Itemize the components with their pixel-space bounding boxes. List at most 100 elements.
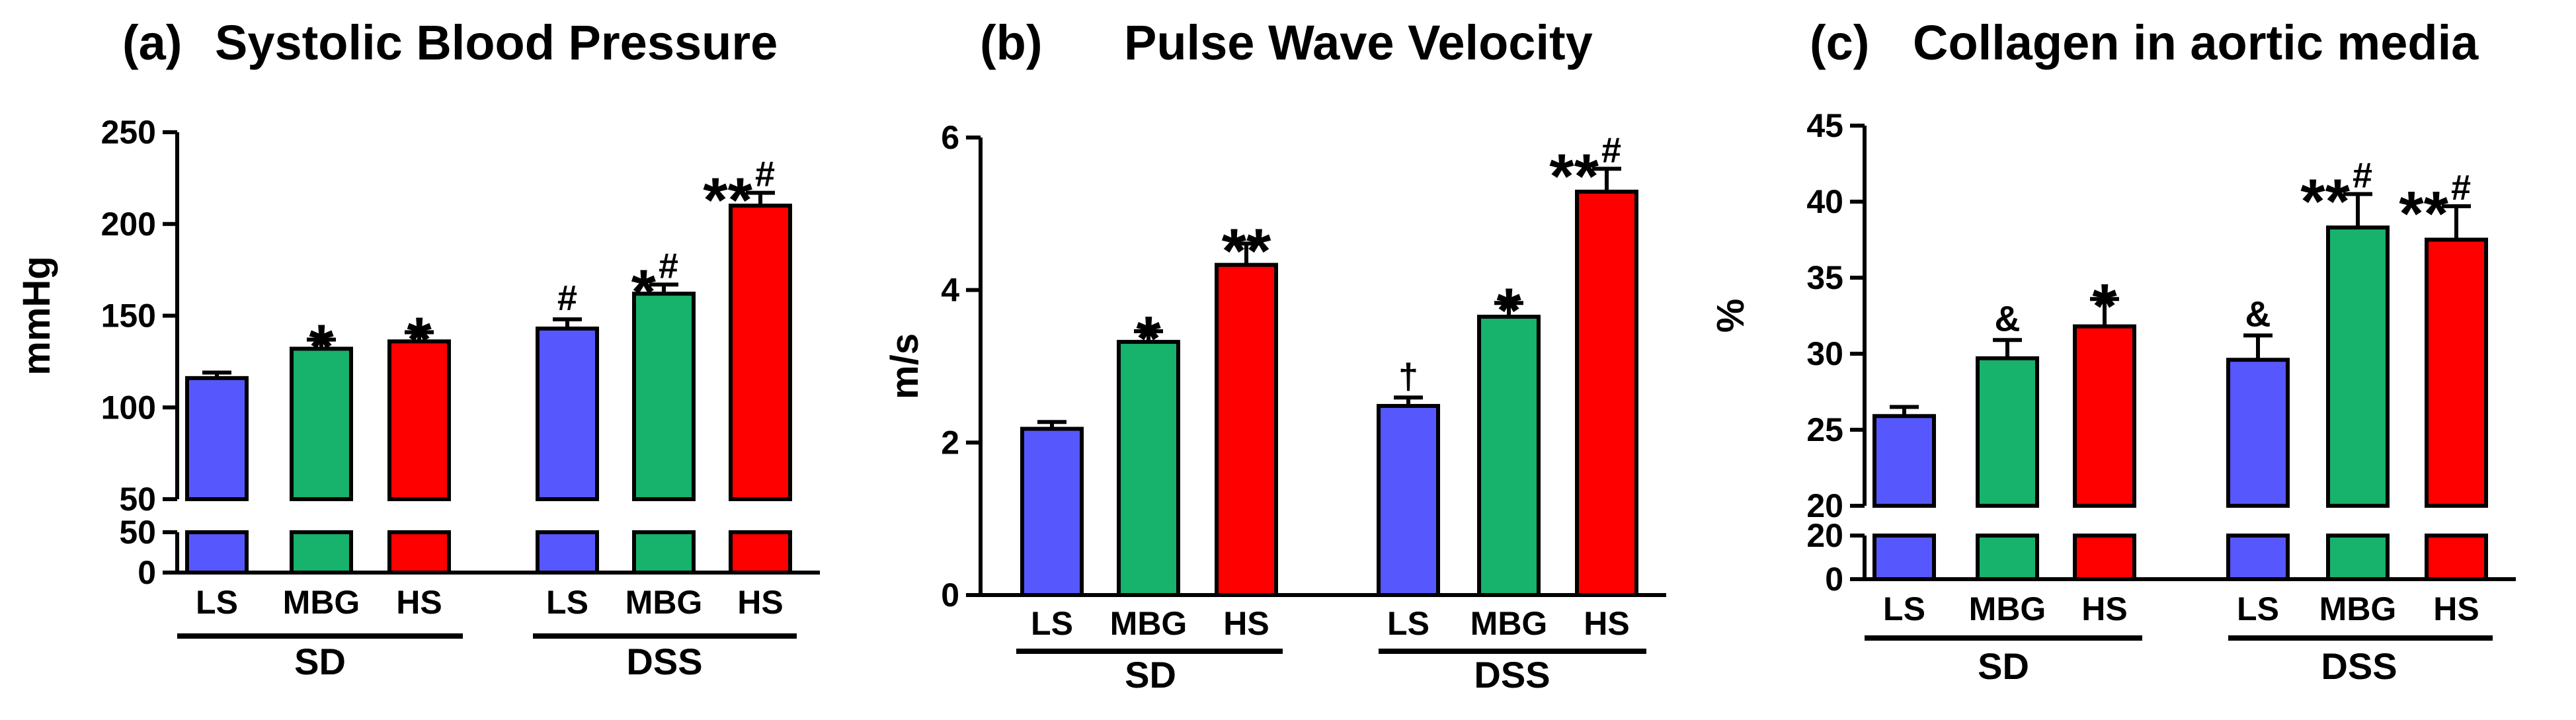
bar bbox=[290, 346, 353, 502]
bar bbox=[729, 204, 792, 501]
group-label: DSS bbox=[1474, 654, 1550, 696]
bar bbox=[1020, 426, 1084, 597]
group-label: SD bbox=[1125, 654, 1176, 696]
bar-lower-segment bbox=[2226, 534, 2290, 581]
panel-label: (c) bbox=[1810, 15, 1869, 70]
x-category-label: HS bbox=[737, 584, 783, 621]
significance-star: * bbox=[1496, 275, 1521, 346]
significance-symbol: # bbox=[1601, 130, 1621, 170]
x-category-label: LS bbox=[546, 584, 588, 621]
x-category-label: HS bbox=[396, 584, 442, 621]
group-label: DSS bbox=[2321, 645, 2397, 687]
group-label: SD bbox=[1978, 645, 2029, 687]
x-category-label: LS bbox=[2237, 590, 2279, 627]
x-category-label: MBG bbox=[1470, 605, 1548, 642]
bar-lower-segment bbox=[185, 530, 249, 575]
bar-lower-segment bbox=[536, 530, 599, 575]
bar bbox=[2425, 237, 2488, 508]
y-tick-label: 50 bbox=[119, 514, 156, 551]
y-tick-label: 20 bbox=[1806, 487, 1843, 524]
x-category-label: HS bbox=[2433, 590, 2479, 627]
chart-title: Collagen in aortic media bbox=[1913, 15, 2479, 70]
bar-lower-segment bbox=[729, 530, 792, 575]
x-category-label: MBG bbox=[625, 584, 703, 621]
panel-label: (b) bbox=[980, 15, 1043, 70]
y-tick-label: 20 bbox=[1806, 517, 1843, 554]
bar-lower-segment bbox=[1976, 534, 2039, 581]
group-label: SD bbox=[294, 641, 346, 682]
bar-lower-segment bbox=[2425, 534, 2488, 581]
bar-lower-segment bbox=[632, 530, 696, 575]
y-tick-label: 40 bbox=[1806, 183, 1843, 220]
x-category-label: HS bbox=[1584, 605, 1629, 642]
y-tick-label: 250 bbox=[101, 114, 156, 151]
x-category-label: LS bbox=[1883, 590, 1925, 627]
x-category-label: HS bbox=[2081, 590, 2127, 627]
significance-star: ** bbox=[703, 165, 752, 236]
significance-star: ** bbox=[2300, 167, 2350, 237]
x-category-label: LS bbox=[1031, 605, 1073, 642]
x-category-label: MBG bbox=[1110, 605, 1187, 642]
panel-collagen-aortic-media: (c) Collagen in aortic media% 20 25 30 35 40 45… bbox=[1709, 15, 2516, 687]
significance-symbol: # bbox=[2451, 168, 2471, 208]
y-tick-label: 0 bbox=[941, 577, 959, 614]
x-category-label: LS bbox=[1387, 605, 1429, 642]
bar bbox=[536, 326, 599, 501]
bar bbox=[2226, 358, 2290, 508]
group-label: DSS bbox=[626, 641, 702, 682]
bar-lower-segment bbox=[290, 530, 353, 575]
y-tick-label: 100 bbox=[101, 389, 156, 426]
x-category-label: MBG bbox=[1969, 590, 2046, 627]
bar bbox=[1872, 414, 1936, 508]
y-axis-label: mmHg bbox=[15, 256, 58, 375]
panel-pulse-wave-velocity: (b) Pulse Wave Velocity m/s 0 2 4 6 LS * MBG ** HS †… bbox=[883, 15, 1666, 696]
significance-symbol: # bbox=[659, 246, 678, 286]
y-tick-label: 35 bbox=[1806, 259, 1843, 296]
significance-star: * bbox=[1136, 303, 1161, 374]
y-tick-label: 25 bbox=[1806, 411, 1843, 448]
bar-lower-segment bbox=[387, 530, 451, 575]
chart-title: Pulse Wave Velocity bbox=[1124, 15, 1593, 70]
significance-symbol: # bbox=[2353, 156, 2372, 196]
significance-star: ** bbox=[2399, 179, 2448, 249]
bar-lower-segment bbox=[2326, 534, 2390, 581]
bar bbox=[2326, 225, 2390, 508]
bar bbox=[1976, 356, 2039, 508]
x-category-label: HS bbox=[1223, 605, 1269, 642]
x-category-label: MBG bbox=[283, 584, 360, 621]
bar bbox=[387, 339, 451, 501]
bar-lower-segment bbox=[1872, 534, 1936, 581]
y-axis-label: m/s bbox=[883, 333, 926, 399]
y-axis-label: % bbox=[1709, 299, 1752, 333]
significance-symbol: # bbox=[557, 278, 577, 318]
chart-title: Systolic Blood Pressure bbox=[215, 15, 778, 70]
y-tick-label: 4 bbox=[941, 272, 959, 309]
bar bbox=[1575, 189, 1638, 597]
significance-symbol: † bbox=[1398, 356, 1418, 396]
y-tick-label: 45 bbox=[1806, 107, 1843, 144]
y-tick-label: 0 bbox=[138, 554, 156, 591]
significance-star: * bbox=[631, 257, 657, 327]
bar bbox=[1215, 262, 1278, 597]
y-tick-label: 6 bbox=[941, 119, 959, 156]
y-tick-label: 0 bbox=[1825, 561, 1843, 598]
panel-systolic-blood-pressure: (a) Systolic Blood Pressure mmHg 50 100 150 20… bbox=[15, 15, 820, 682]
bar-lower-segment bbox=[2073, 534, 2136, 581]
y-tick-label: 150 bbox=[101, 298, 156, 335]
bar bbox=[1477, 315, 1541, 597]
bar bbox=[1377, 403, 1440, 597]
significance-symbol: & bbox=[2245, 294, 2271, 334]
bar bbox=[185, 376, 249, 501]
significance-star: * bbox=[2092, 271, 2117, 342]
x-category-label: MBG bbox=[2319, 590, 2397, 627]
significance-star: * bbox=[309, 312, 334, 383]
bar bbox=[1117, 340, 1180, 597]
y-tick-label: 50 bbox=[119, 481, 156, 518]
y-tick-label: 200 bbox=[101, 206, 156, 243]
significance-symbol: # bbox=[755, 155, 775, 194]
y-tick-label: 2 bbox=[941, 424, 959, 461]
significance-star: * bbox=[407, 304, 432, 375]
significance-star: ** bbox=[1222, 216, 1271, 286]
bar bbox=[2073, 324, 2136, 508]
